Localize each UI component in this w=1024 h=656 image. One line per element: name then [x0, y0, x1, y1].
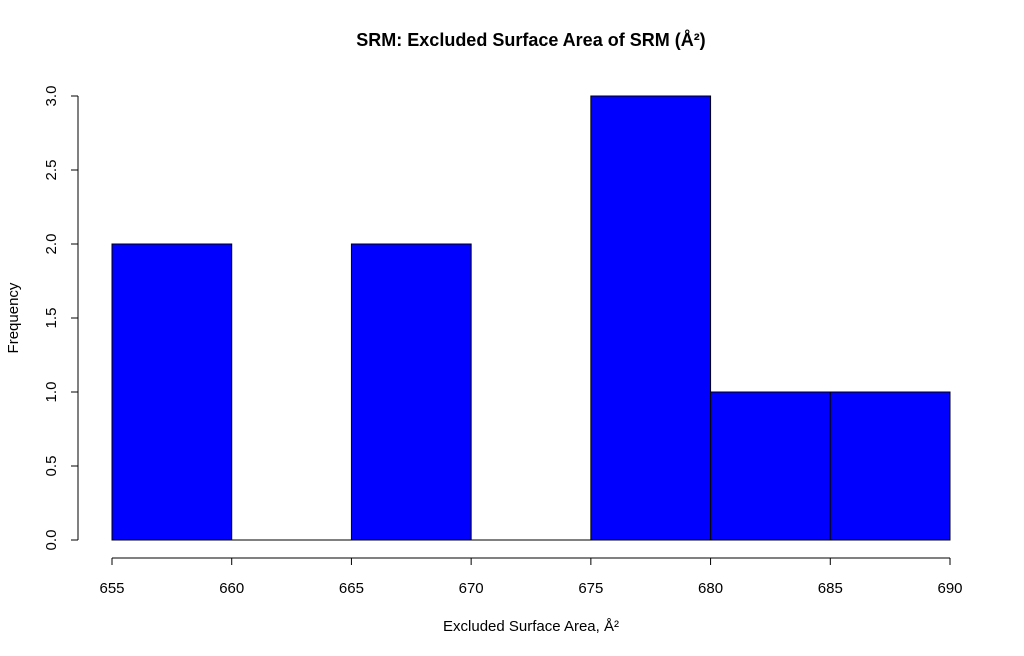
y-axis: 0.0 0.5 1.0 1.5 2.0 2.5 3.0: [43, 86, 79, 551]
histogram-bar: [350, 243, 472, 541]
x-tick-label: 685: [818, 580, 843, 597]
y-tick-label: 3.0: [43, 86, 60, 107]
histogram-bar: [590, 95, 712, 541]
y-tick-label: 0.5: [43, 456, 60, 477]
x-tick-label: 690: [937, 580, 962, 597]
x-axis-label: Excluded Surface Area, Å²: [443, 618, 619, 635]
y-axis-label: Frequency: [5, 282, 22, 353]
x-tick-label: 660: [219, 580, 244, 597]
x-tick-label: 680: [698, 580, 723, 597]
y-tick-label: 1.0: [43, 382, 60, 403]
y-tick-label: 1.5: [43, 308, 60, 329]
y-tick-label: 2.5: [43, 160, 60, 181]
x-tick-label: 655: [99, 580, 124, 597]
x-axis: 655 660 665 670 675 680 685 690: [99, 557, 963, 597]
histogram-bar: [829, 391, 951, 541]
x-tick-label: 670: [459, 580, 484, 597]
x-tick-label: 665: [339, 580, 364, 597]
chart-title: SRM: Excluded Surface Area of SRM (Å²): [356, 30, 705, 50]
y-tick-label: 2.0: [43, 234, 60, 255]
y-tick-label: 0.0: [43, 530, 60, 551]
histogram-bar: [111, 243, 233, 541]
histogram-bar: [710, 391, 831, 541]
bars-group: [111, 95, 951, 541]
x-tick-label: 675: [578, 580, 603, 597]
